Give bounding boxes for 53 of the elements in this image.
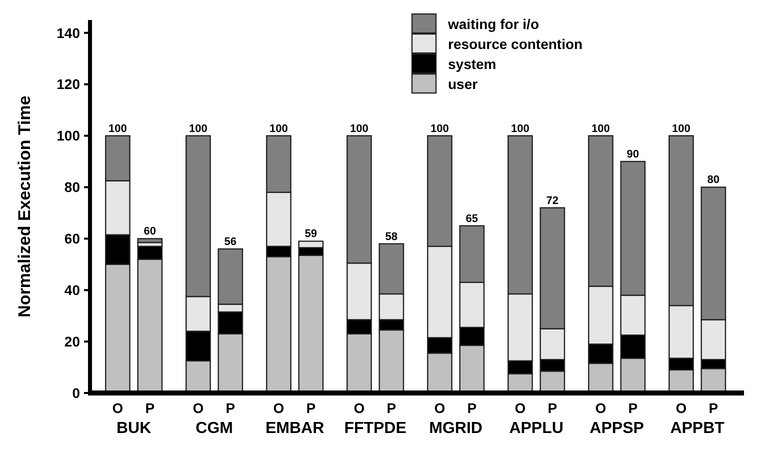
x-tick-label: P <box>306 400 316 416</box>
y-tick-label: 0 <box>72 384 80 401</box>
total-label: 100 <box>350 122 368 135</box>
x-tick-label: O <box>434 400 446 416</box>
x-tick-label: O <box>514 400 526 416</box>
y-tick-label: 100 <box>56 128 80 144</box>
total-label: 80 <box>707 174 720 186</box>
total-label: 100 <box>270 122 288 135</box>
total-label: 90 <box>626 148 640 160</box>
y-tick-label: 20 <box>64 333 80 350</box>
y-tick-label: 140 <box>56 24 80 41</box>
total-label: 60 <box>144 226 156 238</box>
x-tick-label: O <box>273 400 284 416</box>
x-tick-label: P <box>628 400 638 416</box>
x-tick-label: O <box>595 400 606 416</box>
text: FFTPDE <box>344 420 407 437</box>
total-label: 100 <box>430 122 449 135</box>
x-tick-label: P <box>548 400 558 416</box>
text: CGM <box>196 420 233 437</box>
x-tick-label: P <box>145 400 155 416</box>
legend-label: waiting for i/o <box>447 16 539 32</box>
x-tick-label: O <box>112 400 124 416</box>
text: APPBT <box>670 420 725 437</box>
legend-label: resource contention <box>448 36 583 52</box>
x-tick-label: P <box>467 400 477 416</box>
y-tick-label: 120 <box>56 76 80 92</box>
total-label: 58 <box>385 230 398 243</box>
text: EMBAR <box>265 420 325 437</box>
total-label: 59 <box>304 228 318 240</box>
total-label: 100 <box>189 122 208 135</box>
total-label: 65 <box>466 212 478 225</box>
total-label: 100 <box>511 122 530 135</box>
total-label: 100 <box>592 122 610 135</box>
text: APPSP <box>590 420 644 437</box>
x-tick-label: O <box>354 400 365 416</box>
legend-label: system <box>448 56 496 72</box>
text: APPLU <box>509 420 564 437</box>
y-tick-label: 80 <box>64 179 80 196</box>
text: BUK <box>116 420 152 437</box>
x-tick-label: P <box>226 400 236 416</box>
y-tick-label: 40 <box>64 282 80 298</box>
total-label: 56 <box>224 236 237 248</box>
text: MGRID <box>429 420 482 437</box>
x-tick-label: P <box>708 400 718 416</box>
x-tick-label: O <box>676 400 687 416</box>
y-tick-label: 60 <box>64 230 80 247</box>
x-tick-label: O <box>192 400 204 416</box>
x-tick-label: P <box>386 400 396 416</box>
y-axis-title: Normalized Execution Time <box>15 96 34 318</box>
total-label: 72 <box>546 194 559 207</box>
total-label: 100 <box>108 122 127 135</box>
total-label: 100 <box>672 122 690 135</box>
legend-label: user <box>448 76 478 92</box>
